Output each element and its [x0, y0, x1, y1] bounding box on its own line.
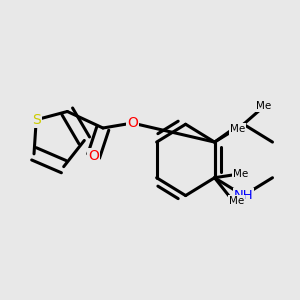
Text: NH: NH — [234, 189, 253, 202]
Text: O: O — [127, 116, 138, 130]
Text: Me: Me — [230, 124, 245, 134]
Text: O: O — [88, 149, 99, 163]
Text: Me: Me — [256, 101, 271, 111]
Text: S: S — [32, 113, 40, 127]
Text: Me: Me — [229, 196, 244, 206]
Text: Me: Me — [233, 169, 248, 179]
